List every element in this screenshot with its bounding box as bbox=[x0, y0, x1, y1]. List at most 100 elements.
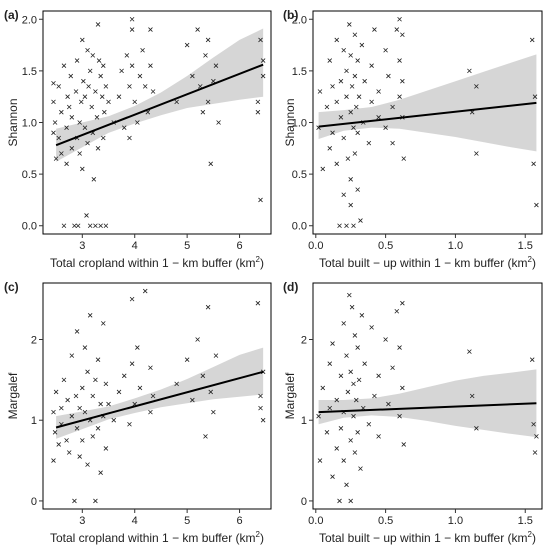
data-point bbox=[366, 140, 372, 146]
data-point bbox=[327, 146, 333, 151]
data-point bbox=[200, 373, 206, 379]
data-point bbox=[330, 474, 335, 479]
data-point bbox=[348, 202, 353, 208]
confidence-band bbox=[318, 369, 537, 438]
data-point bbox=[355, 430, 360, 435]
y-tick-label: 0 bbox=[301, 496, 307, 508]
data-point bbox=[98, 223, 103, 229]
data-point bbox=[142, 288, 148, 294]
data-point bbox=[394, 308, 400, 314]
data-point bbox=[91, 176, 97, 182]
data-point bbox=[338, 373, 344, 379]
data-point bbox=[129, 16, 135, 22]
data-point bbox=[59, 151, 64, 156]
data-point bbox=[394, 27, 400, 32]
data-point bbox=[334, 397, 340, 403]
data-point bbox=[85, 462, 90, 467]
data-points bbox=[316, 292, 539, 504]
x-axis-title-tail: ) bbox=[532, 531, 536, 545]
data-point bbox=[74, 58, 80, 63]
data-point bbox=[354, 104, 359, 110]
data-point bbox=[95, 426, 101, 431]
data-point bbox=[77, 454, 82, 459]
data-point bbox=[203, 53, 208, 58]
data-point bbox=[61, 377, 67, 383]
data-point bbox=[400, 385, 405, 391]
data-point bbox=[348, 438, 353, 443]
x-tick-label: 1.0 bbox=[448, 515, 463, 527]
data-point bbox=[184, 42, 190, 48]
data-point bbox=[334, 161, 340, 167]
data-point bbox=[255, 99, 261, 105]
data-point bbox=[56, 135, 62, 141]
data-point bbox=[99, 94, 105, 99]
y-tick-label: 1 bbox=[301, 415, 307, 427]
data-point bbox=[148, 27, 153, 32]
data-point bbox=[66, 104, 72, 110]
data-point bbox=[356, 94, 362, 99]
data-point bbox=[320, 385, 326, 391]
data-point bbox=[348, 498, 353, 504]
y-tick-label: 2.0 bbox=[292, 14, 307, 26]
data-point bbox=[531, 161, 536, 167]
x-tick-label: 4 bbox=[132, 240, 138, 252]
data-point bbox=[90, 393, 96, 399]
data-point bbox=[190, 397, 195, 403]
data-point bbox=[74, 329, 80, 334]
data-point bbox=[132, 99, 138, 105]
data-point bbox=[330, 130, 335, 136]
data-point bbox=[85, 140, 90, 146]
data-point bbox=[94, 115, 100, 120]
data-point bbox=[52, 430, 58, 435]
data-point bbox=[397, 16, 402, 22]
data-point bbox=[390, 140, 395, 146]
data-point bbox=[148, 409, 153, 415]
fit-line bbox=[318, 101, 537, 128]
data-point bbox=[103, 381, 109, 387]
confidence-band bbox=[318, 54, 537, 152]
data-point bbox=[59, 405, 64, 411]
data-point bbox=[68, 73, 74, 79]
x-tick-label: 1.5 bbox=[518, 240, 533, 252]
data-point bbox=[400, 78, 405, 84]
data-points bbox=[51, 288, 266, 504]
data-point bbox=[137, 73, 143, 79]
data-point bbox=[106, 401, 111, 407]
data-point bbox=[337, 498, 342, 504]
data-point bbox=[376, 89, 381, 94]
data-point bbox=[52, 120, 58, 125]
y-tick-label: 2 bbox=[301, 335, 307, 347]
data-point bbox=[344, 482, 349, 488]
data-point bbox=[66, 450, 72, 455]
x-axis-title-main: Total cropland within 1 − km buffer (km bbox=[50, 531, 256, 545]
data-point bbox=[142, 84, 148, 89]
data-point bbox=[98, 470, 103, 475]
data-point bbox=[59, 109, 64, 115]
data-point bbox=[474, 426, 479, 431]
y-tick-label: 0 bbox=[31, 496, 37, 508]
data-point bbox=[119, 68, 124, 74]
data-point bbox=[121, 373, 127, 379]
data-point bbox=[258, 405, 263, 411]
data-point bbox=[129, 63, 135, 69]
data-point bbox=[56, 442, 62, 447]
x-axis-title-main: Total built − up within 1 − km buffer (k… bbox=[319, 531, 528, 545]
data-point bbox=[87, 313, 93, 318]
data-point bbox=[98, 73, 103, 79]
data-point bbox=[397, 345, 402, 350]
data-point bbox=[82, 409, 88, 415]
x-axis-title-main: Total built − up within 1 − km buffer (k… bbox=[319, 256, 528, 270]
data-point bbox=[369, 63, 374, 69]
data-point bbox=[348, 109, 353, 115]
data-point bbox=[324, 430, 330, 435]
data-point bbox=[356, 377, 362, 383]
x-tick-label: 6 bbox=[236, 240, 242, 252]
data-points bbox=[51, 16, 266, 229]
data-point bbox=[351, 223, 356, 229]
data-point bbox=[87, 223, 93, 229]
data-point bbox=[56, 84, 62, 89]
data-point bbox=[51, 458, 56, 463]
data-point bbox=[344, 353, 349, 358]
data-point bbox=[334, 446, 340, 451]
